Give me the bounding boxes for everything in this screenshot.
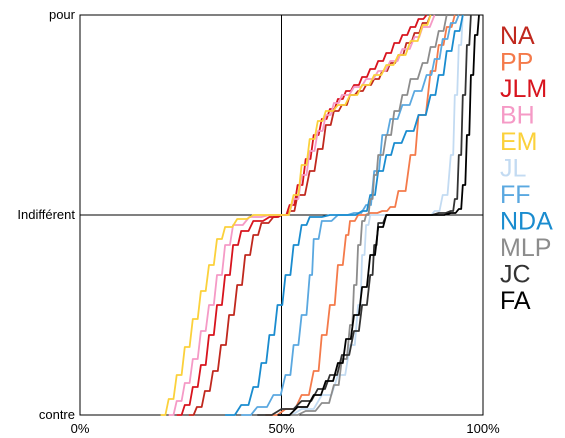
- series-line-em: [160, 14, 432, 416]
- series-line-bh: [168, 14, 436, 416]
- legend-item-bh: BH: [500, 102, 535, 130]
- legend-item-pp: PP: [500, 49, 533, 77]
- y-tick-contre: contre: [39, 407, 75, 422]
- series-line-jlm: [176, 14, 428, 416]
- legend-item-jlm: JLM: [500, 75, 547, 103]
- series-line-na: [188, 14, 432, 416]
- series-line-fa: [277, 14, 480, 416]
- legend-item-em: EM: [500, 128, 538, 156]
- legend-item-jl: JL: [500, 155, 527, 183]
- series-line-ff: [241, 14, 460, 416]
- series-line-mlp: [285, 14, 448, 416]
- y-tick-pour: pour: [49, 7, 76, 22]
- series-line-nda: [225, 14, 464, 416]
- x-tick-50: 50%: [268, 421, 294, 436]
- legend-item-na: NA: [500, 22, 535, 50]
- y-tick-indifferent: Indifférent: [17, 207, 75, 222]
- x-tick-100: 100%: [466, 421, 500, 436]
- series-line-jl: [277, 14, 464, 416]
- legend-item-ff: FF: [500, 181, 531, 209]
- legend-item-nda: NDA: [500, 208, 553, 236]
- legend-item-fa: FA: [500, 287, 531, 315]
- x-tick-0: 0%: [71, 421, 90, 436]
- legend-item-mlp: MLP: [500, 234, 551, 262]
- series-layer: [160, 14, 480, 416]
- legend-item-jc: JC: [500, 261, 531, 289]
